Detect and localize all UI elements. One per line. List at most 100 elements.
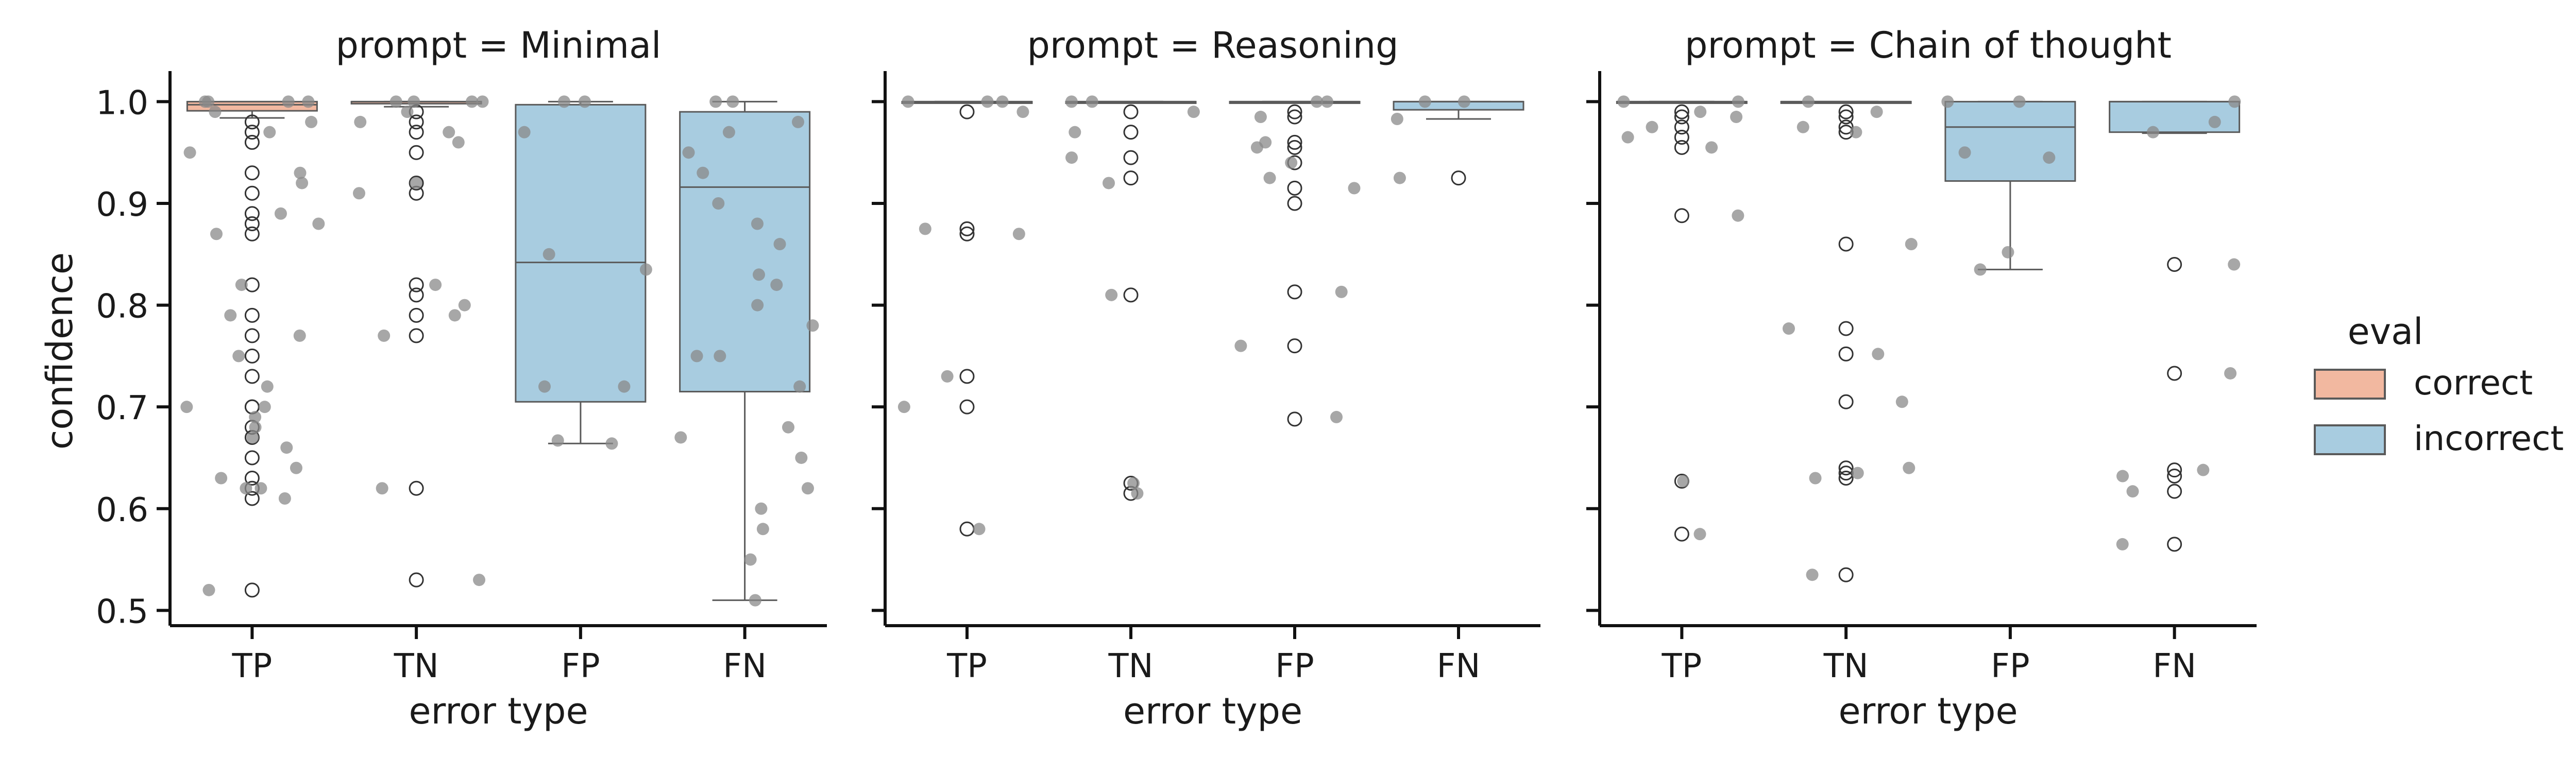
outlier-point [409, 307, 424, 323]
x-tick-label: TN [394, 647, 439, 685]
outlier-point [1123, 287, 1139, 303]
outlier-point [409, 175, 424, 191]
strip-point [1806, 569, 1819, 581]
strip-point [714, 350, 726, 363]
box [679, 111, 811, 393]
outlier-point [1451, 170, 1466, 186]
outlier-point [1123, 170, 1139, 186]
outlier-point [244, 216, 260, 232]
strip-point [246, 431, 259, 444]
strip-point [557, 95, 570, 108]
strip-point [476, 95, 489, 108]
strip-point [1870, 106, 1883, 118]
strip-point [302, 95, 315, 108]
outlier-point [1123, 125, 1139, 140]
legend-swatch [2314, 424, 2386, 455]
outlier-point [1287, 284, 1302, 300]
strip-point [690, 350, 703, 363]
strip-point [249, 410, 262, 423]
strip-point [1259, 136, 1272, 149]
outlier-point [244, 328, 260, 343]
strip-point [2013, 95, 2026, 108]
strip-point [1330, 410, 1343, 423]
strip-point [1127, 477, 1140, 490]
y-tick-label: 0.9 [96, 186, 148, 224]
strip-point [1263, 171, 1276, 184]
strip-point [235, 279, 248, 291]
outlier-point [1287, 180, 1302, 196]
outlier-point [409, 145, 424, 160]
strip-point [2228, 258, 2241, 271]
facet-title: prompt = Reasoning [1027, 24, 1398, 66]
outlier-point [1838, 104, 1854, 119]
outlier-point [409, 287, 424, 303]
strip-point [1693, 528, 1706, 541]
outlier-point [1838, 346, 1854, 361]
y-tick-label: 0.7 [96, 389, 148, 427]
legend-label: incorrect [2414, 419, 2564, 458]
outlier-point [1123, 150, 1139, 165]
outlier-point [959, 104, 975, 119]
strip-point [744, 553, 757, 566]
strip-point [1895, 395, 1908, 408]
strip-point [1974, 263, 1987, 276]
facet-title: prompt = Chain of thought [1685, 24, 2172, 66]
x-tick-label: TN [1823, 647, 1869, 685]
strip-point [2002, 246, 2014, 259]
y-tick-label: 1.0 [96, 84, 148, 122]
box [2109, 100, 2241, 133]
strip-point [263, 126, 276, 139]
outlier-point [244, 226, 260, 242]
strip-point [294, 166, 307, 179]
strip-point [1285, 156, 1298, 169]
strip-point [209, 106, 222, 118]
strip-point [639, 263, 652, 276]
outlier-point [1838, 567, 1854, 582]
strip-point [410, 177, 422, 190]
outlier-point [2167, 257, 2182, 272]
outlier-point [409, 114, 424, 130]
strip-point [282, 95, 295, 108]
strip-point [1905, 238, 1918, 251]
strip-point [1677, 475, 1690, 488]
outlier-point [2167, 366, 2182, 381]
x-tick-label: TP [232, 647, 273, 685]
strip-point [1850, 126, 1862, 139]
strip-point [749, 594, 761, 607]
strip-point [751, 217, 764, 230]
strip-point [2116, 538, 2129, 550]
strip-point [1335, 285, 1348, 298]
outlier-point [244, 185, 260, 201]
outlier-point [1674, 130, 1689, 145]
outlier-point [1838, 321, 1854, 336]
x-tick-label: FP [1275, 647, 1314, 685]
strip-point [605, 437, 618, 450]
strip-point [1732, 209, 1744, 222]
strip-point [458, 299, 471, 312]
outlier-point [244, 470, 260, 486]
outlier-point [1287, 196, 1302, 211]
y-axis-label: confidence [39, 252, 81, 450]
strip-point [378, 329, 391, 342]
outlier-point [959, 226, 975, 242]
strip-point [1131, 487, 1144, 500]
strip-point [2147, 126, 2160, 139]
strip-point [1621, 131, 1634, 144]
box [1944, 100, 2076, 182]
outlier-point [1674, 208, 1689, 223]
legend-title: eval [2348, 311, 2424, 353]
strip-point [354, 115, 367, 128]
strip-point [941, 370, 954, 383]
strip-point [2197, 463, 2210, 476]
outlier-point [1674, 119, 1689, 135]
x-tick-label: FP [1991, 647, 2029, 685]
outlier-point [1674, 104, 1689, 119]
strip-point [1320, 95, 1333, 108]
outlier-point [244, 582, 260, 598]
strip-point [709, 95, 722, 108]
strip-point [1086, 95, 1098, 108]
y-tick-label: 0.6 [96, 491, 148, 529]
strip-point [1418, 95, 1431, 108]
